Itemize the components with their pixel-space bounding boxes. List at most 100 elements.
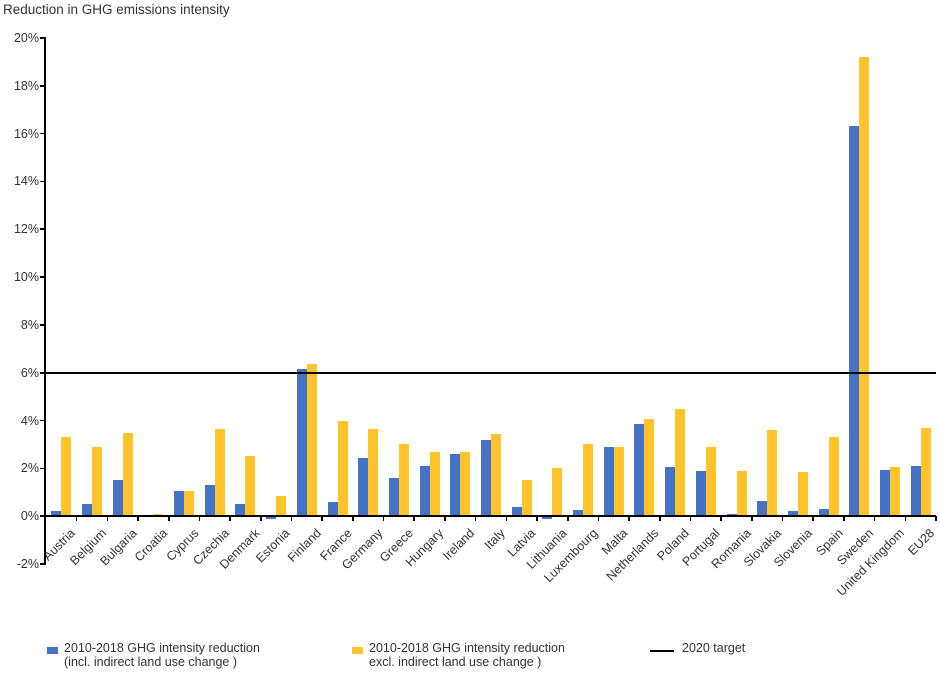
bar-italy-incl	[481, 439, 491, 517]
x-axis-label-finland: Finland	[284, 526, 324, 566]
x-axis-label-eu28: EU28	[905, 526, 938, 559]
bar-slovakia-excl	[767, 430, 778, 517]
x-axis-label-ireland: Ireland	[440, 526, 478, 564]
x-axis-tick	[566, 516, 569, 522]
bar-luxembourg-excl	[583, 444, 594, 517]
bar-hungary-incl	[419, 465, 430, 517]
bar-slovenia-incl	[787, 511, 798, 517]
x-axis-tick	[628, 516, 630, 522]
bar-bulgaria-excl	[122, 432, 133, 517]
bar-spain-excl	[828, 437, 839, 517]
legend-label-incl: 2010-2018 GHG intensity reduction (incl.…	[64, 641, 260, 669]
x-axis-tick	[290, 516, 293, 522]
x-axis-tick	[812, 516, 815, 522]
x-axis-tick	[904, 516, 907, 522]
target-line	[45, 371, 936, 374]
x-axis-tick	[75, 516, 78, 522]
legend-label-excl: 2010-2018 GHG intensity reduction excl. …	[369, 641, 565, 669]
x-axis-tick	[413, 516, 416, 522]
y-axis-tick	[40, 180, 46, 183]
bar-greece-incl	[388, 477, 399, 517]
bar-spain-incl	[818, 509, 829, 517]
x-axis-tick	[751, 516, 753, 522]
bar-germany-excl	[368, 428, 379, 517]
x-axis-label-italy: Italy	[481, 526, 508, 553]
plot-area: 20% 18% 16% 14% 12% 10% 8% 6% 4% 2% 0% -2% Austria Be…	[13, 31, 938, 599]
bar-czechia-incl	[204, 485, 215, 517]
x-axis-tick	[198, 516, 201, 522]
y-axis-label: 0%	[20, 509, 39, 524]
y-axis-tick	[40, 515, 46, 517]
bar-austria-excl	[61, 437, 72, 517]
legend-label-target-line1: 2020 target	[682, 641, 746, 655]
legend-label-excl-line2: excl. indirect land use change )	[369, 655, 542, 669]
bar-finland-excl	[306, 364, 317, 517]
x-axis-tick	[106, 516, 109, 522]
y-axis-tick	[40, 324, 46, 326]
bar-denmark-excl	[245, 456, 256, 517]
y-axis-label: 10%	[13, 270, 39, 285]
bar-denmark-incl	[235, 504, 246, 517]
x-axis-tick	[505, 516, 508, 522]
bar-hungary-excl	[429, 451, 440, 517]
y-axis-tick	[40, 419, 46, 422]
x-axis-tick	[444, 516, 446, 522]
x-axis-tick	[229, 516, 231, 522]
bar-malta-incl	[603, 446, 614, 517]
bar-luxembourg-incl	[573, 510, 584, 517]
y-axis-tick	[40, 276, 46, 278]
y-axis-label: 16%	[13, 126, 39, 141]
bar-estonia-excl	[276, 495, 287, 517]
x-axis-line	[44, 515, 936, 518]
bar-malta-excl	[613, 446, 624, 517]
y-axis-label: 6%	[20, 365, 39, 380]
y-axis-label: 2%	[20, 461, 39, 476]
y-axis-tick	[40, 467, 46, 470]
bar-eu28-excl	[920, 427, 931, 517]
bar-portugal-incl	[695, 470, 706, 517]
bar-cyprus-incl	[174, 491, 185, 517]
y-axis-tick	[40, 228, 46, 231]
bar-france-incl	[327, 501, 338, 517]
x-axis-tick	[382, 516, 385, 522]
bar-romania-excl	[736, 470, 747, 517]
x-axis-tick	[781, 516, 784, 522]
y-axis-label: 8%	[20, 317, 39, 332]
x-axis-tick	[843, 516, 845, 522]
bar-lithuania-excl	[552, 468, 563, 517]
bar-portugal-excl	[705, 446, 716, 517]
x-axis-tick	[474, 516, 477, 522]
bar-eu28-incl	[910, 465, 921, 517]
bar-netherlands-incl	[634, 424, 645, 517]
x-axis-tick	[720, 516, 722, 522]
x-axis-tick	[321, 516, 323, 522]
legend-swatch-excl-icon	[352, 647, 363, 654]
bar-ireland-excl	[460, 451, 471, 517]
bar-italy-excl	[491, 433, 501, 517]
x-axis-tick	[689, 516, 692, 522]
bar-finland-incl	[296, 369, 307, 517]
x-axis-tick	[658, 516, 661, 522]
bar-slovenia-excl	[797, 471, 808, 517]
bar-greece-excl	[398, 444, 409, 517]
bar-austria-incl	[51, 511, 62, 517]
y-axis-tick	[40, 37, 46, 39]
bar-netherlands-excl	[644, 419, 655, 517]
bar-slovakia-incl	[757, 500, 768, 517]
x-axis-tick	[873, 516, 876, 522]
y-axis-label: 12%	[13, 222, 39, 237]
bar-belgium-incl	[82, 504, 93, 517]
y-axis-tick	[40, 371, 46, 374]
legend: 2010-2018 GHG intensity reduction (incl.…	[0, 641, 940, 676]
bar-united-kingdom-excl	[889, 467, 900, 517]
y-axis-label: -2%	[16, 557, 39, 571]
x-axis-tick	[167, 516, 170, 522]
bar-germany-incl	[358, 457, 369, 517]
y-axis-label: 18%	[13, 78, 39, 93]
bar-croatia-excl	[153, 513, 164, 517]
bar-poland-excl	[675, 408, 686, 517]
bar-united-kingdom-incl	[879, 469, 890, 517]
bar-ireland-incl	[450, 454, 461, 517]
bar-lithuania-incl	[542, 516, 553, 519]
